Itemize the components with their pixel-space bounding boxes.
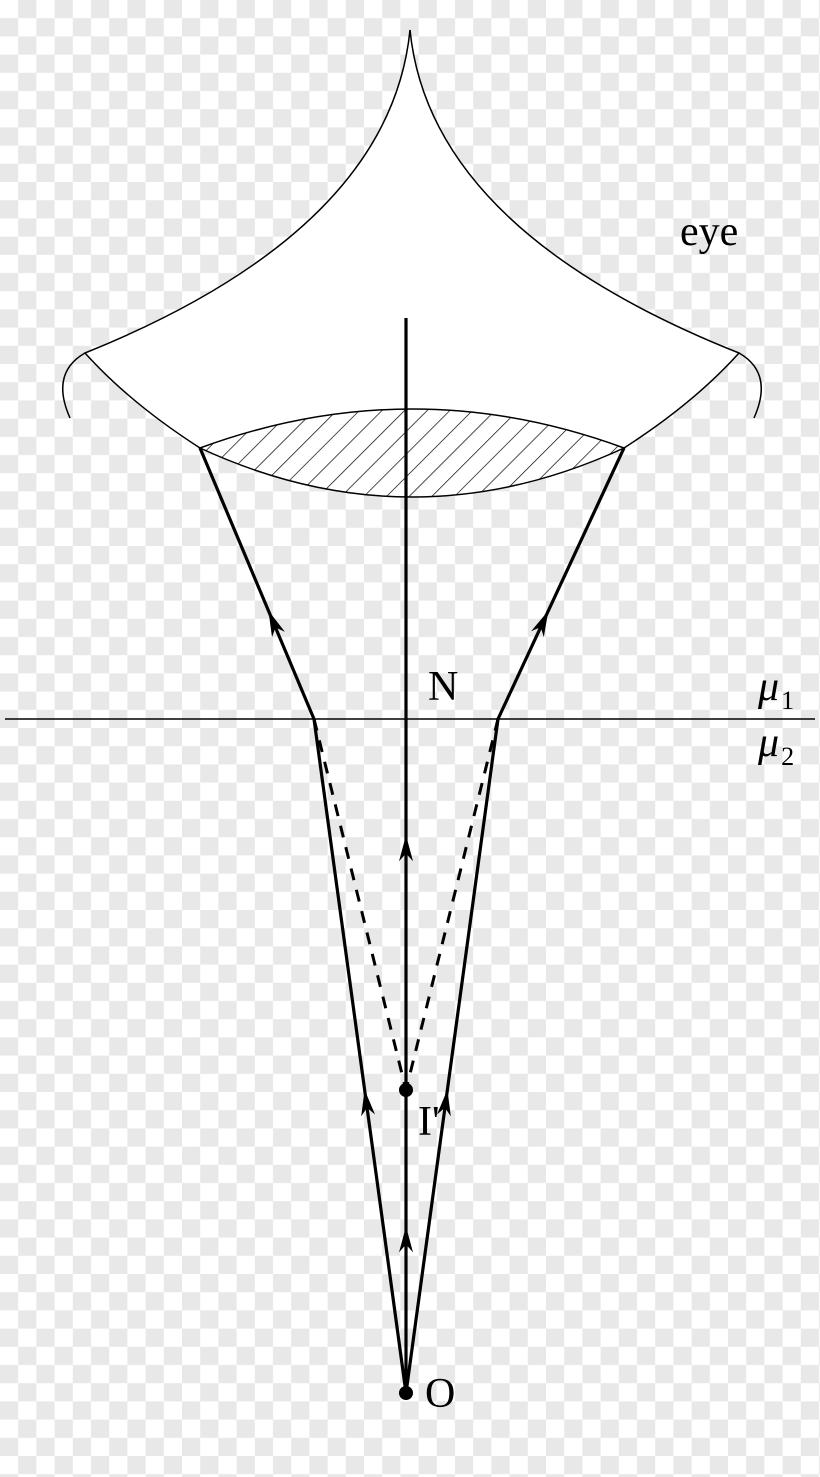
label-O: O <box>425 1371 455 1417</box>
label-eye: eye <box>680 209 738 255</box>
point-O <box>399 1386 413 1400</box>
point-I-prime <box>399 1083 413 1097</box>
label-I-prime: I' <box>418 1099 440 1145</box>
label-N: N <box>428 664 458 710</box>
refraction-diagram: eye N I' O μ1 μ2 <box>0 0 820 1477</box>
